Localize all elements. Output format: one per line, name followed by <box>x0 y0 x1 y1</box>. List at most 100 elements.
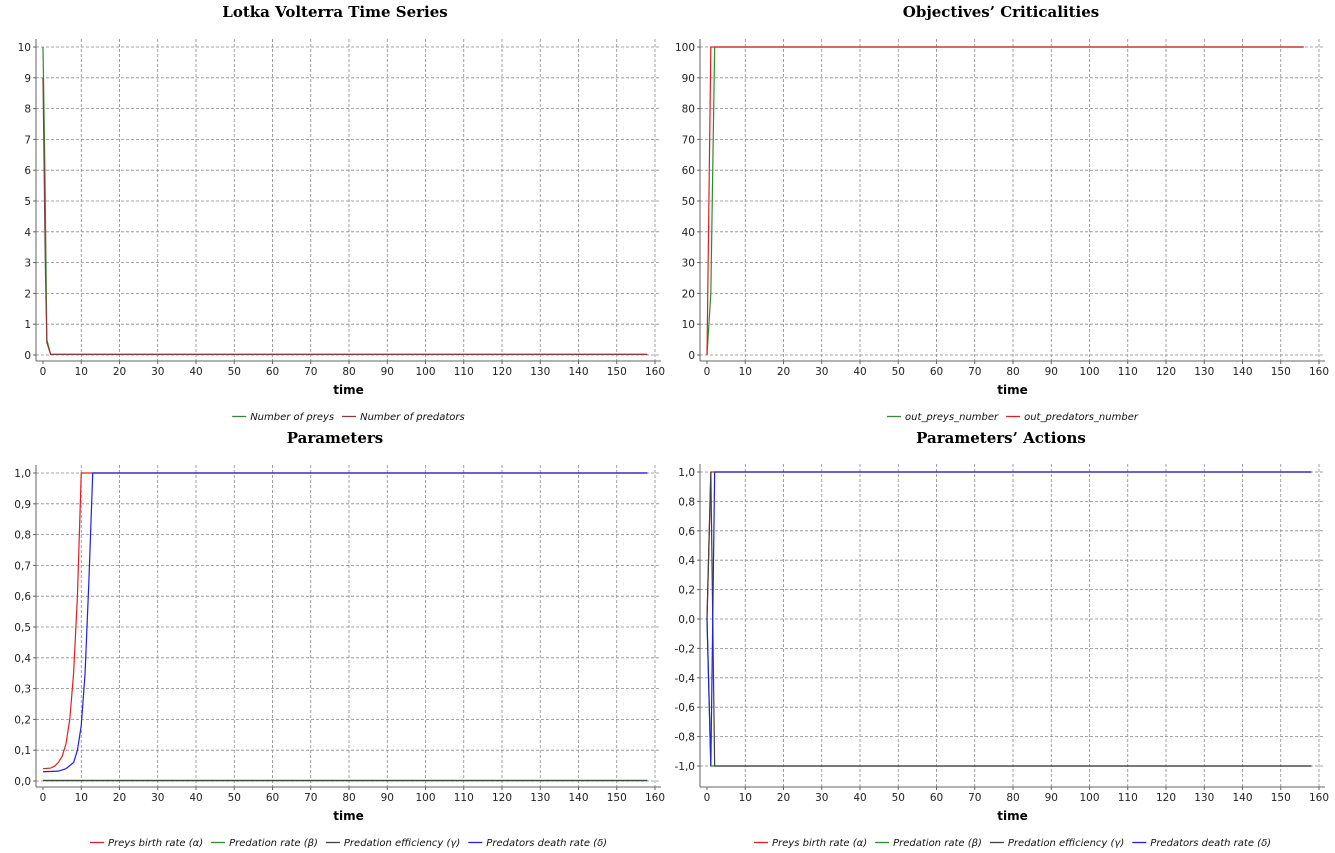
x-tick-label: 110 <box>1118 792 1138 804</box>
chart-parameters: Parameters 0,0 0,1 0,2 0,3 0,4 0,5 0,6 0,7 0,8 0,9… <box>14 429 665 849</box>
x-tick-label: 50 <box>892 792 905 804</box>
x-tick-label: 90 <box>381 792 394 804</box>
x-tick-label: 10 <box>739 792 752 804</box>
x-tick-label: 60 <box>266 366 279 378</box>
legend-item: Preys birth rate (α) <box>754 838 867 849</box>
x-tick-label: 130 <box>1194 792 1214 804</box>
y-tick-label: 0,0 <box>14 776 31 788</box>
x-tick-label: 30 <box>151 366 164 378</box>
x-tick-label: 30 <box>151 792 164 804</box>
x-tick-label: 40 <box>853 366 866 378</box>
x-tick-label: 100 <box>1079 366 1099 378</box>
y-tick-label: 30 <box>682 258 695 270</box>
x-tick-label: 30 <box>815 792 828 804</box>
chart-title: Parameters <box>287 429 383 447</box>
y-tick-label: 5 <box>24 196 31 208</box>
x-tick-label: 40 <box>189 366 202 378</box>
x-tick-label: 150 <box>607 792 627 804</box>
x-tick-label: 10 <box>739 366 752 378</box>
x-tick-label: 30 <box>815 366 828 378</box>
y-tick-label: 80 <box>682 104 695 116</box>
x-tick-label: 130 <box>530 792 550 804</box>
y-tick-label: -0,6 <box>675 702 696 714</box>
x-tick-label: 120 <box>1156 792 1176 804</box>
y-tick-label: 9 <box>24 73 31 85</box>
x-tick-label: 130 <box>530 366 550 378</box>
y-tick-label: 0,3 <box>14 684 31 696</box>
y-tick-label: -1,0 <box>675 761 696 773</box>
y-tick-label: 1,0 <box>678 467 695 479</box>
x-tick-label: 20 <box>777 792 790 804</box>
legend-item: Predation rate (β) <box>211 838 318 849</box>
y-tick-label: 0,1 <box>14 745 31 757</box>
y-tick-label: 4 <box>24 227 31 239</box>
y-tick-label: 0,0 <box>678 614 695 626</box>
y-tick-label: 90 <box>682 73 695 85</box>
series-line <box>706 471 1312 767</box>
y-tick-label: 60 <box>682 165 695 177</box>
y-tick-label: 0,6 <box>14 591 31 603</box>
x-tick-label: 20 <box>777 366 790 378</box>
y-tick-label: 0,8 <box>14 530 31 542</box>
x-tick-label: 160 <box>1309 366 1329 378</box>
x-tick-label: 140 <box>1232 792 1252 804</box>
legend-item: Preys birth rate (α) <box>90 838 203 849</box>
x-axis-label: time <box>333 809 364 823</box>
x-tick-label: 70 <box>968 366 981 378</box>
x-tick-label: 60 <box>266 792 279 804</box>
legend-item: Number of predators <box>342 412 465 423</box>
series-line <box>42 77 648 355</box>
legend: Preys birth rate (α) Predation rate (β) Pr… <box>754 838 1271 849</box>
y-tick-label: 2 <box>24 288 31 300</box>
series-line <box>706 46 1304 356</box>
x-tick-label: 80 <box>342 792 355 804</box>
x-tick-label: 150 <box>1271 792 1291 804</box>
chart-title: Parameters’ Actions <box>916 429 1086 447</box>
x-tick-label: 60 <box>930 366 943 378</box>
y-tick-label: 0 <box>688 350 695 362</box>
x-tick-label: 120 <box>492 792 512 804</box>
legend-label: out_preys_number <box>905 412 999 423</box>
x-tick-label: 140 <box>568 792 588 804</box>
x-tick-label: 50 <box>892 366 905 378</box>
y-tick-label: -0,2 <box>675 643 696 655</box>
y-tick-label: -0,4 <box>675 673 696 685</box>
y-tick-label: 0,9 <box>14 499 31 511</box>
y-tick-label: 1,0 <box>14 468 31 480</box>
x-tick-label: 90 <box>381 366 394 378</box>
x-tick-label: 20 <box>113 366 126 378</box>
legend-label: Number of preys <box>250 412 334 423</box>
x-tick-label: 140 <box>568 366 588 378</box>
y-tick-label: 100 <box>675 42 695 54</box>
x-tick-label: 0 <box>40 792 47 804</box>
x-tick-label: 90 <box>1045 792 1058 804</box>
legend: Number of preys Number of predators <box>232 412 465 423</box>
y-tick-label: 8 <box>24 104 31 116</box>
x-tick-label: 110 <box>454 366 474 378</box>
y-tick-label: 40 <box>682 227 695 239</box>
y-tick-label: 0,7 <box>14 560 31 572</box>
legend-label: Predation rate (β) <box>893 838 982 849</box>
y-tick-label: 70 <box>682 134 695 146</box>
x-tick-label: 150 <box>607 366 627 378</box>
legend-label: Predators death rate (δ) <box>486 838 607 849</box>
chart-title: Lotka Volterra Time Series <box>222 3 447 21</box>
x-tick-label: 50 <box>228 366 241 378</box>
x-tick-label: 160 <box>645 792 665 804</box>
x-tick-label: 130 <box>1194 366 1214 378</box>
x-tick-label: 70 <box>968 792 981 804</box>
series-line <box>42 472 648 770</box>
legend-item: Predation rate (β) <box>875 838 982 849</box>
x-tick-label: 100 <box>1079 792 1099 804</box>
chart-parameters-actions: Parameters’ Actions -1,0 -0,8 -0,6 -0,4 -0,2 0… <box>675 429 1330 849</box>
x-tick-label: 70 <box>304 366 317 378</box>
y-tick-label: 0,4 <box>14 653 31 665</box>
legend-item: Predators death rate (δ) <box>468 838 607 849</box>
legend-label: Predation rate (β) <box>229 838 318 849</box>
x-tick-label: 110 <box>454 792 474 804</box>
x-tick-label: 90 <box>1045 366 1058 378</box>
legend-item: Predators death rate (δ) <box>1132 838 1271 849</box>
x-tick-label: 150 <box>1271 366 1291 378</box>
x-tick-label: 100 <box>415 366 435 378</box>
